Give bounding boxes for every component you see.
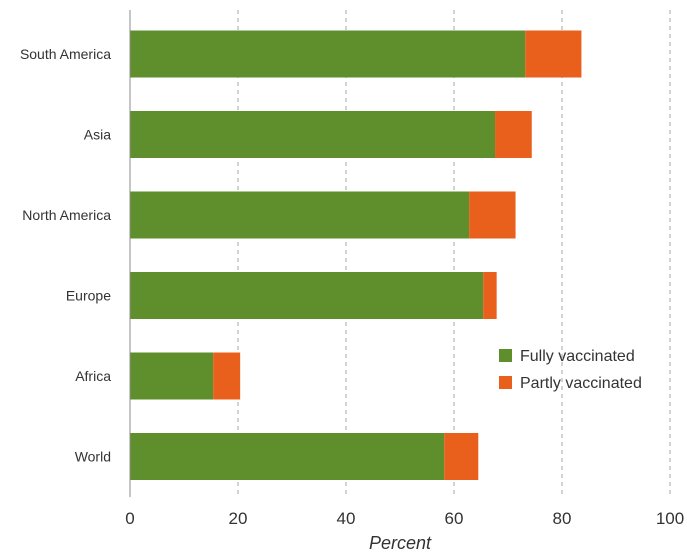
bar-partly-europe [483, 272, 497, 319]
x-tick-label: 0 [125, 509, 134, 528]
bar-partly-africa [213, 352, 241, 400]
bar-partly-asia [495, 111, 532, 158]
x-tick-label: 20 [229, 509, 248, 528]
bar-partly-south-america [525, 30, 582, 78]
legend: Fully vaccinated Partly vaccinated [499, 348, 642, 392]
legend-swatch [499, 376, 512, 389]
grid-layer [237, 10, 671, 497]
bar-fully-south-america [130, 30, 526, 78]
bar-fully-africa [130, 352, 214, 400]
bar-fully-asia [130, 111, 496, 158]
y-category-label: World [75, 449, 111, 465]
x-tick-label: 60 [445, 509, 464, 528]
y-category-label: Africa [75, 368, 111, 384]
bar-fully-europe [130, 272, 484, 319]
legend-label: Partly vaccinated [520, 375, 642, 392]
y-category-label: South America [20, 46, 111, 62]
y-category-label: Asia [84, 127, 111, 143]
axis-layer: 0 20 40 60 80 100 South America Asia North Ameri… [20, 10, 684, 553]
bar-fully-north-america [130, 191, 470, 239]
x-tick-label: 40 [337, 509, 356, 528]
bars-layer [130, 30, 582, 480]
y-category-label: Europe [66, 288, 111, 304]
x-tick-label: 100 [656, 509, 684, 528]
legend-label: Fully vaccinated [520, 348, 635, 365]
y-category-label: North America [22, 207, 111, 223]
bar-fully-world [130, 433, 445, 480]
x-tick-label: 80 [553, 509, 572, 528]
x-axis-title: Percent [369, 533, 432, 553]
bar-partly-world [444, 433, 479, 480]
bar-partly-north-america [469, 191, 516, 239]
legend-swatch [499, 349, 512, 362]
